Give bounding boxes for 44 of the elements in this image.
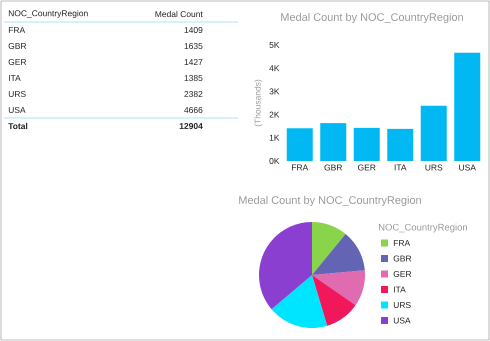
text: Medal Count: [155, 10, 203, 18]
category-label: GER: [8, 59, 26, 65]
bar: [454, 52, 480, 161]
x-tick-label: URS: [425, 164, 442, 171]
data-label: 2382: [184, 91, 202, 97]
y-tick-label: 5K: [269, 42, 280, 48]
chart-title: Medal Count by NOC_CountryRegion: [239, 196, 421, 206]
x-tick-label: FRA: [292, 164, 308, 170]
y-tick-label: 2K: [270, 112, 280, 118]
y-tick-label: 1K: [270, 134, 280, 141]
bar: [387, 128, 414, 161]
legend-label: URS: [394, 302, 411, 308]
category-label: GBR: [8, 43, 26, 49]
legend-title: NOC_CountryRegion: [378, 224, 468, 232]
y-tick-label: 4K: [269, 65, 280, 72]
text: 12904: [180, 123, 203, 129]
legend-label: GBR: [394, 256, 412, 262]
data-label: 4666: [184, 107, 202, 113]
legend-label: FRA: [394, 240, 410, 246]
category-label: FRA: [8, 27, 26, 33]
x-tick-label: GBR: [324, 164, 342, 171]
bar: [320, 123, 346, 161]
data-label: 1427: [184, 59, 202, 65]
x-tick-label: ITA: [394, 164, 407, 170]
category-label: USA: [8, 107, 26, 113]
y-tick-label: 3K: [269, 88, 280, 94]
text: Total: [8, 122, 28, 130]
chart-title: Medal Count by NOC_CountryRegion: [281, 12, 463, 24]
bar: [286, 128, 313, 161]
bar: [354, 128, 380, 161]
y-tick-label: 0K: [269, 158, 280, 164]
legend-label: GER: [394, 271, 412, 277]
category-label: ITA: [8, 75, 21, 81]
x-tick-label: USA: [459, 164, 476, 171]
bar: [420, 106, 447, 161]
y-axis-title: (Thousands): [254, 80, 262, 126]
legend-label: USA: [394, 318, 411, 324]
data-label: 1635: [184, 43, 202, 49]
x-tick-label: GER: [358, 164, 376, 171]
data-label: 1409: [184, 27, 202, 33]
legend-label: ITA: [394, 286, 406, 292]
data-label: 1385: [184, 75, 202, 81]
text: NOC_CountryRegion: [8, 10, 88, 18]
category-label: URS: [8, 91, 26, 97]
